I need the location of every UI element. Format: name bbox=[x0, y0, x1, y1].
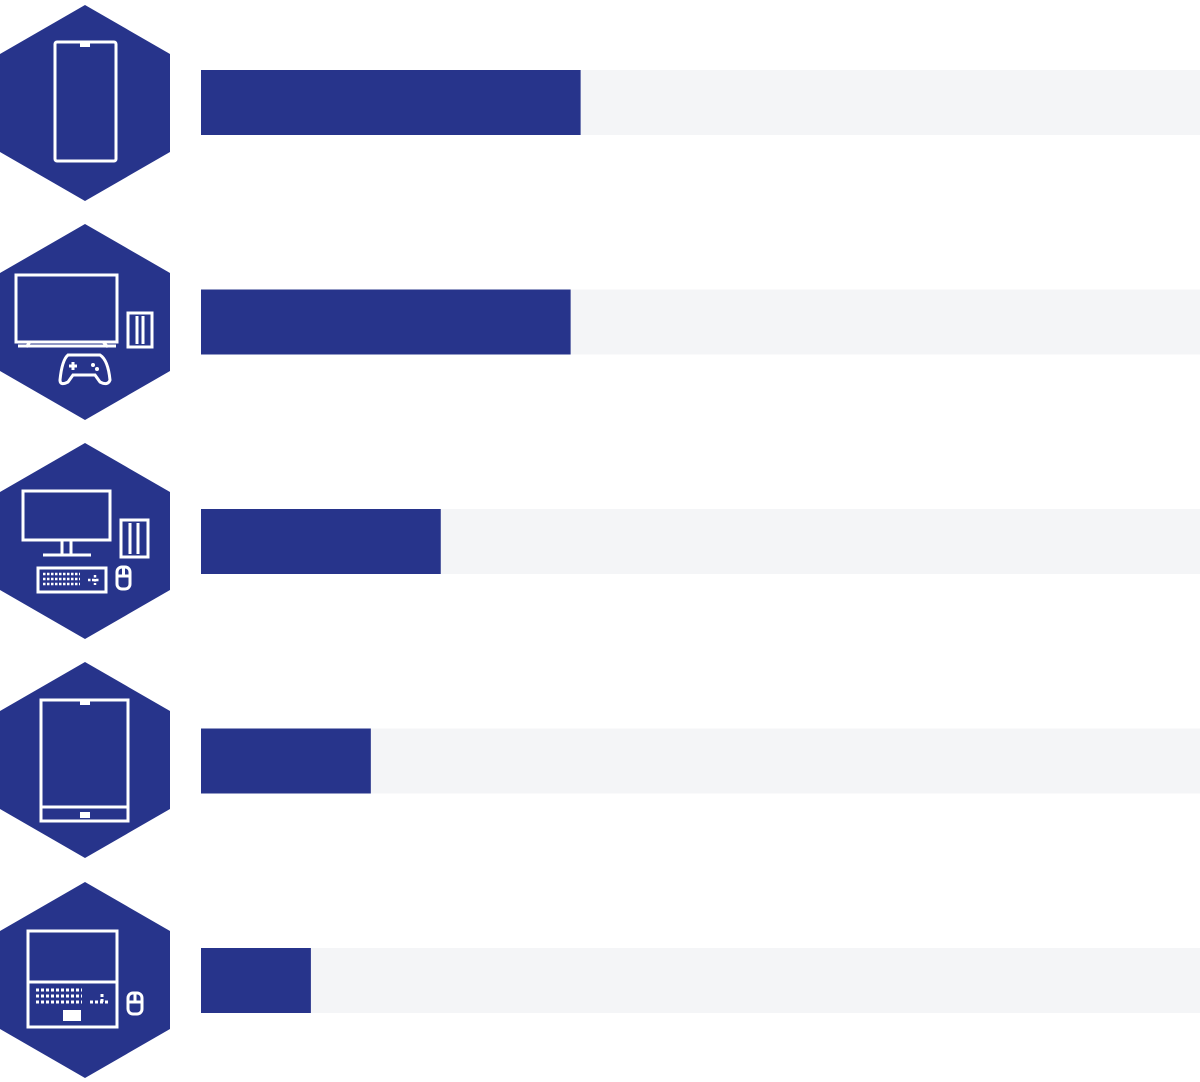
bar bbox=[201, 948, 311, 1013]
icons bbox=[0, 5, 170, 1078]
bar bbox=[201, 70, 581, 135]
tablet-icon bbox=[0, 662, 170, 858]
bar bbox=[201, 509, 441, 574]
bar bbox=[201, 289, 571, 355]
desktop-icon bbox=[0, 443, 170, 639]
console-icon bbox=[0, 224, 170, 420]
phone-icon bbox=[0, 5, 170, 201]
bar-track bbox=[201, 948, 1200, 1013]
bar bbox=[201, 728, 371, 794]
laptop-icon bbox=[0, 882, 170, 1078]
